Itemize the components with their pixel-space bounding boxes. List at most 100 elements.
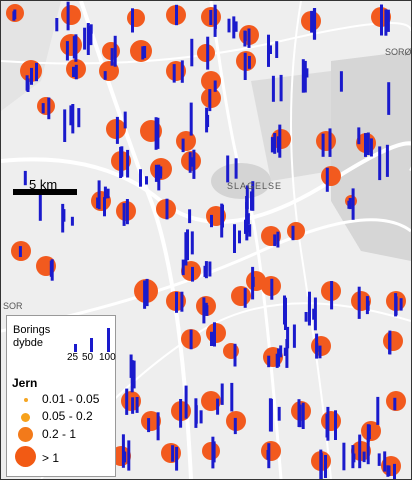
boring-depth-bar: [30, 67, 33, 85]
legend-class-label: 0.01 - 0.05: [42, 392, 100, 406]
boring-depth-bar: [367, 424, 371, 440]
iron-concentration-dot: [176, 131, 196, 151]
boring-depth-bar: [247, 56, 251, 69]
town-label-top-right: SORØ: [385, 47, 412, 57]
boring-depth-bar: [190, 38, 194, 67]
boring-depth-bar: [357, 127, 361, 145]
boring-depth-bar: [123, 111, 127, 129]
iron-concentration-dot: [223, 343, 239, 359]
boring-depth-bar: [131, 397, 135, 414]
map-legend: Borings dybde 25 50 100 Jern 0.01 - 0.05…: [6, 315, 116, 477]
boring-depth-bar: [208, 261, 212, 277]
legend-depth-bar: [74, 344, 77, 352]
iron-concentration-dot: [201, 391, 221, 411]
iron-concentration-dot: [202, 442, 220, 460]
boring-depth-bar: [74, 64, 78, 80]
boring-depth-bar: [181, 259, 185, 276]
boring-depth-bar: [334, 410, 337, 440]
boring-depth-bar: [307, 296, 311, 326]
boring-depth-bar: [216, 398, 220, 415]
boring-depth-bar: [313, 8, 317, 40]
boring-depth-bar: [154, 117, 158, 150]
boring-depth-bar: [387, 82, 391, 115]
boring-depth-bar: [13, 9, 17, 20]
boring-depth-bar: [362, 451, 366, 463]
boring-depth-bar: [154, 164, 158, 182]
boring-depth-bar: [313, 297, 317, 331]
boring-depth-bar: [70, 216, 74, 226]
boring-depth-bar: [279, 74, 283, 102]
boring-depth-bar: [119, 146, 123, 178]
boring-depth-bar: [180, 60, 184, 83]
legend-class-dot: [18, 427, 33, 442]
boring-depth-bar: [245, 185, 249, 210]
boring-depth-bar: [243, 30, 247, 47]
boring-depth-bar: [247, 28, 251, 48]
boring-depth-bar: [110, 48, 114, 66]
terrain-dark-patch: [1, 1, 61, 111]
iron-concentration-dot: [383, 331, 403, 351]
boring-depth-bar: [270, 278, 274, 300]
boring-depth-bar: [83, 27, 87, 50]
boring-depth-bar: [190, 157, 194, 167]
iron-concentration-dot: [61, 5, 81, 25]
boring-depth-bar: [180, 291, 184, 312]
boring-depth-bar: [125, 388, 129, 415]
boring-depth-bar: [74, 34, 78, 62]
boring-depth-bar: [113, 35, 117, 67]
boring-depth-bar: [125, 199, 129, 225]
boring-depth-bar: [277, 406, 281, 421]
boring-depth-bar: [330, 281, 334, 310]
iron-concentration-dot: [197, 44, 215, 62]
boring-depth-bar: [65, 41, 69, 61]
boring-depth-bar: [377, 453, 381, 466]
legend-depth-bar: [107, 328, 110, 352]
iron-concentration-dot: [361, 421, 381, 441]
iron-concentration-dot: [60, 34, 82, 56]
boring-depth-bar: [234, 21, 238, 32]
boring-depth-bar: [191, 266, 194, 282]
boring-depth-bar: [63, 109, 67, 142]
legend-class-label: > 1: [42, 451, 60, 465]
legend-jern-title: Jern: [12, 376, 38, 390]
boring-depth-bar: [325, 167, 329, 192]
boring-depth-bar: [386, 465, 390, 477]
boring-depth-bar: [72, 36, 76, 59]
iron-concentration-dot: [261, 441, 281, 461]
boring-depth-bar: [380, 4, 383, 36]
legend-depth-tick: 50: [82, 352, 94, 363]
boring-depth-bar: [233, 224, 236, 253]
boring-depth-bar: [41, 103, 45, 114]
boring-depth-bar: [141, 46, 145, 60]
boring-depth-bar: [69, 105, 73, 126]
boring-depth-bar: [135, 397, 139, 413]
boring-depth-bar: [328, 128, 332, 157]
road: [1, 141, 411, 224]
boring-depth-bar: [202, 297, 206, 324]
legend-class-row: > 1: [7, 446, 115, 467]
boring-depth-bar: [211, 436, 215, 469]
boring-depth-bar: [189, 329, 193, 350]
boring-depth-bar: [86, 23, 90, 55]
boring-depth-bar: [18, 246, 22, 257]
boring-depth-bar: [251, 181, 255, 211]
boring-depth-bar: [352, 453, 356, 463]
boring-depth-bar: [243, 52, 247, 80]
boring-depth-bar: [388, 333, 392, 355]
boring-depth-bar: [267, 355, 271, 368]
boring-depth-bar: [286, 326, 290, 349]
boring-depth-bar: [121, 434, 125, 468]
iron-concentration-dot: [316, 131, 336, 151]
boring-depth-bar: [283, 347, 287, 356]
iron-concentration-dot: [231, 286, 251, 306]
road: [1, 218, 411, 333]
boring-depth-bar: [106, 188, 110, 199]
legend-class-label: 0.05 - 0.2: [42, 409, 93, 423]
town-area: [211, 163, 271, 199]
iron-concentration-dot: [321, 411, 341, 431]
legend-class-row: 0.2 - 1: [7, 426, 115, 446]
boring-depth-bar: [383, 451, 387, 472]
legend-depth-bar: [90, 338, 93, 352]
boring-depth-bar: [369, 138, 373, 157]
